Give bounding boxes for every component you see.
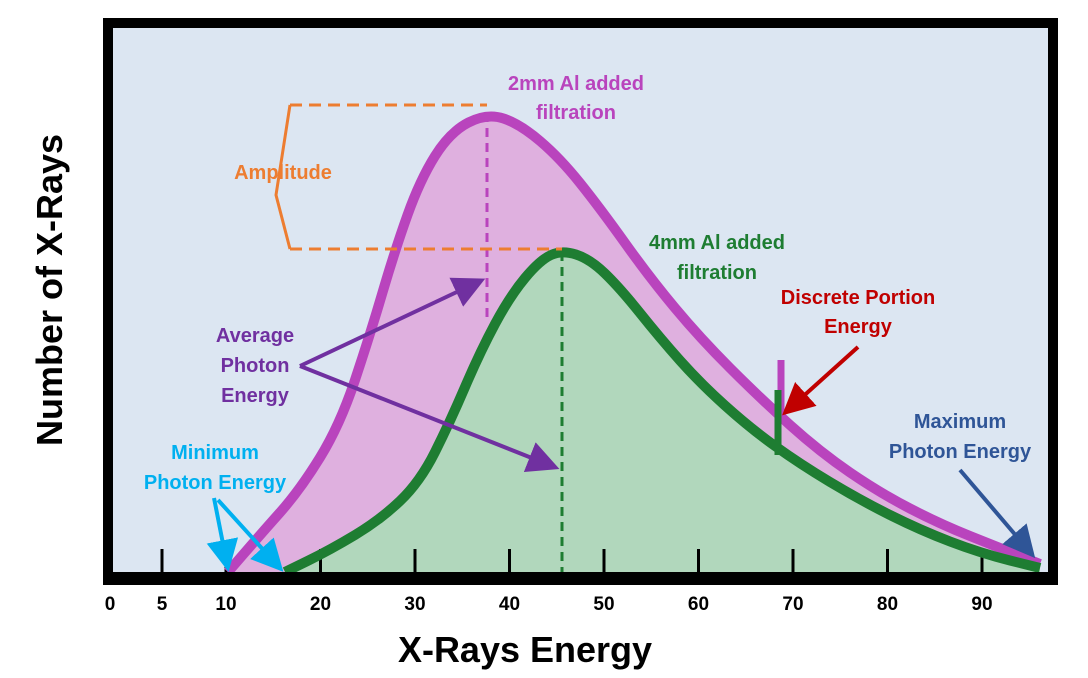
x-tick-label: 70 xyxy=(782,594,803,615)
x-tick-labels: 0 5 10 20 30 40 50 60 70 80 90 xyxy=(105,594,993,615)
x-axis-ticks xyxy=(160,549,984,572)
x-tick-label: 20 xyxy=(310,594,331,615)
x-tick-label: 0 xyxy=(105,594,116,615)
maximum-label-line2: Photon Energy xyxy=(889,441,1032,463)
y-axis-label: Number of X-Rays xyxy=(29,134,70,446)
minimum-label-line2: Photon Energy xyxy=(144,472,287,494)
label-4mm-line2: filtration xyxy=(677,262,757,284)
x-axis-label: X-Rays Energy xyxy=(398,629,652,670)
discrete-arrow xyxy=(782,345,860,416)
filtration-4mm-curve xyxy=(282,247,1042,577)
amplitude-bracket xyxy=(274,103,562,251)
maximum-label-line1: Maximum xyxy=(914,411,1006,433)
x-tick-label: 30 xyxy=(404,594,425,615)
minimum-arrows xyxy=(206,497,284,572)
average-label-line2: Photon xyxy=(221,355,290,377)
average-arrows xyxy=(299,277,560,473)
x-tick-label: 90 xyxy=(971,594,992,615)
x-tick-label: 40 xyxy=(499,594,520,615)
discrete-label-line1: Discrete Portion xyxy=(781,287,935,309)
label-2mm-line2: filtration xyxy=(536,102,616,124)
x-tick-label: 10 xyxy=(215,594,236,615)
x-tick-label: 60 xyxy=(688,594,709,615)
x-tick-label: 80 xyxy=(877,594,898,615)
minimum-label-line1: Minimum xyxy=(171,442,259,464)
x-tick-label: 5 xyxy=(157,594,168,615)
amplitude-label: Amplitude xyxy=(234,162,332,184)
maximum-arrow xyxy=(958,468,1036,559)
discrete-label-line2: Energy xyxy=(824,316,893,338)
x-tick-label: 50 xyxy=(593,594,614,615)
average-label-line3: Energy xyxy=(221,385,290,407)
filtration-2mm-curve xyxy=(224,111,1042,576)
label-4mm-line1: 4mm Al added xyxy=(649,232,785,254)
filtration-4mm-area xyxy=(285,252,1040,575)
average-label-line1: Average xyxy=(216,325,294,347)
x-axis-baseline xyxy=(108,572,1053,585)
label-2mm-line1: 2mm Al added xyxy=(508,73,644,95)
